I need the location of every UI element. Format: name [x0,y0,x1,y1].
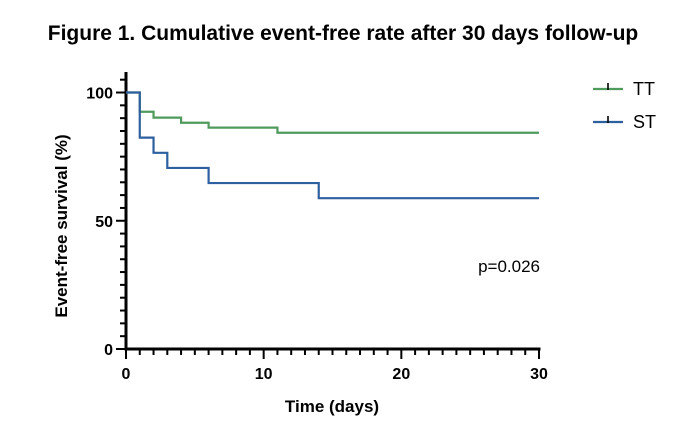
legend-label-tt: TT [633,79,655,99]
series-line-tt [126,91,539,134]
axes: 0 10 20 30 0 50 100 [86,72,548,383]
legend: TT ST [593,79,656,132]
x-tick-label: 30 [530,366,548,383]
y-axis-title: Event-free survival (%) [52,134,71,317]
x-tick-label: 0 [122,366,131,383]
chart-title: Figure 1. Cumulative event-free rate aft… [47,22,639,45]
x-tick-label: 20 [392,366,410,383]
x-axis-title: Time (days) [285,397,379,416]
series-group [126,91,539,200]
y-tick-label: 50 [95,214,113,231]
y-tick-label: 100 [86,86,113,103]
series-line-st [126,91,539,200]
p-value-annotation: p=0.026 [478,257,540,276]
x-tick-label: 10 [255,366,273,383]
y-tick-label: 0 [104,342,113,359]
legend-label-st: ST [633,112,656,132]
